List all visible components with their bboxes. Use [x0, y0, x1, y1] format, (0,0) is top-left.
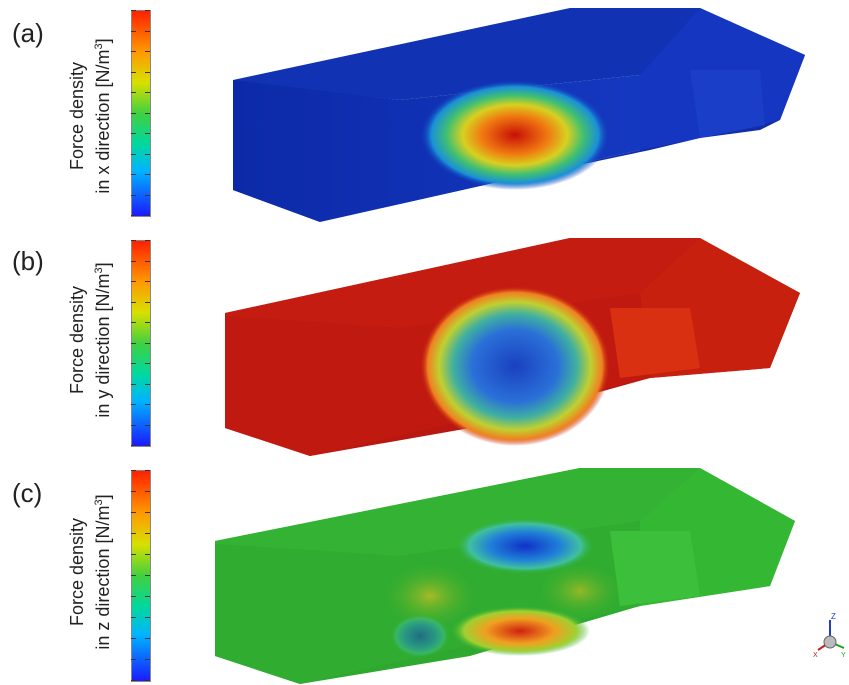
colorbar-tick: [131, 638, 136, 639]
triad-y-label: Y: [841, 652, 846, 659]
colorbar-tick: [145, 194, 150, 196]
colorbar-tick: [145, 71, 150, 73]
colorbar-tick: [131, 554, 136, 555]
colorbar-tick: [131, 575, 136, 576]
hotspot-secondary: [535, 561, 625, 621]
triad-x-label: X: [813, 652, 818, 659]
colorbar-tick: [131, 445, 136, 446]
colorbar-tick: [145, 51, 150, 52]
colorbar-tick: [131, 322, 136, 323]
force-density-z-3d-model: [215, 468, 795, 684]
colorbar-tick: [145, 680, 150, 681]
colorbar-tick: [131, 596, 136, 597]
colorbar-tick: [145, 260, 150, 262]
colorbar-tick: [131, 30, 136, 32]
colorbar-tick: [145, 92, 150, 93]
colorbar-tick: [131, 491, 136, 492]
colorbar-tick: [131, 424, 136, 426]
colorbar: [131, 470, 151, 682]
colorbar-tick: [131, 281, 136, 282]
colorbar-tick: [145, 470, 150, 471]
force-density-y-3d-model: [225, 238, 800, 456]
colorbar-tick: [145, 638, 150, 639]
colorbar-tick: [131, 659, 136, 660]
colorbar-tick: [131, 470, 136, 471]
colorbar-tick: [145, 554, 150, 555]
panel-b: (b) Force density in y direction [N/m3]: [0, 228, 849, 456]
colorbar-tick: [131, 133, 136, 134]
hotspot-positive: [450, 606, 590, 656]
panel-a: (a) Force density in x direction [N/m3]: [0, 0, 849, 228]
colorbar-tick: [131, 240, 136, 241]
colorbar-tick: [131, 174, 136, 175]
colorbar-tick: [145, 112, 150, 114]
hotspot-negative: [455, 518, 595, 574]
colorbar-tick: [131, 71, 136, 73]
colorbar-tick: [131, 404, 136, 405]
colorbar-tick: [131, 92, 136, 93]
hotspot: [420, 80, 610, 190]
colorbar-tick: [145, 512, 150, 513]
colorbar-tick: [145, 424, 150, 426]
colorbar-tick: [145, 491, 150, 492]
colorbar-tick: [131, 194, 136, 196]
hotspot-minor: [390, 614, 450, 658]
colorbar-tick: [145, 659, 150, 660]
panel-label: (a): [12, 18, 44, 48]
colorbar-tick: [131, 153, 136, 155]
colorbar-tick: [145, 617, 150, 618]
colorbar-tick: [145, 363, 150, 364]
colorbar-tick: [145, 30, 150, 32]
colorbar-tick: [145, 533, 150, 534]
colorbar-tick: [145, 575, 150, 576]
colorbar-tick: [145, 133, 150, 134]
force-density-x-3d-model: [233, 8, 805, 222]
colorbar-tick: [131, 383, 136, 385]
colorbar-tick: [131, 363, 136, 364]
colorbar-tick: [145, 404, 150, 405]
colorbar-tick: [131, 512, 136, 513]
colorbar-tick: [145, 281, 150, 282]
colorbar: [131, 10, 151, 217]
colorbar-tick: [131, 51, 136, 52]
colorbar-tick: [131, 680, 136, 681]
colorbar-tick: [131, 533, 136, 534]
colorbar-tick: [131, 301, 136, 303]
hotspot-secondary: [380, 561, 480, 631]
colorbar-tick: [145, 215, 150, 216]
colorbar-tick: [131, 10, 136, 11]
colorbar: [131, 240, 151, 447]
colorbar-tick: [145, 240, 150, 241]
colorbar-tick: [145, 445, 150, 446]
panel-label: (b): [12, 246, 44, 276]
colorbar-tick: [131, 215, 136, 216]
colorbar-tick: [145, 342, 150, 344]
colorbar-tick: [131, 617, 136, 618]
coordinate-triad-icon: Z X Y: [813, 612, 846, 659]
panel-c: (c) Force density in z direction [N/m3]: [0, 456, 849, 685]
colorbar-tick: [145, 10, 150, 11]
colorbar-tick: [145, 383, 150, 385]
colorbar-tick: [145, 322, 150, 323]
colorbar-tick: [145, 174, 150, 175]
colorbar-tick: [131, 342, 136, 344]
triad-z-label: Z: [831, 612, 836, 621]
panel-label: (c): [12, 478, 43, 508]
colorbar-tick: [131, 112, 136, 114]
colorbar-tick: [145, 301, 150, 303]
colorbar-tick: [131, 260, 136, 262]
colorbar-tick: [145, 596, 150, 597]
colorbar-tick: [145, 153, 150, 155]
hotspot: [420, 286, 610, 446]
